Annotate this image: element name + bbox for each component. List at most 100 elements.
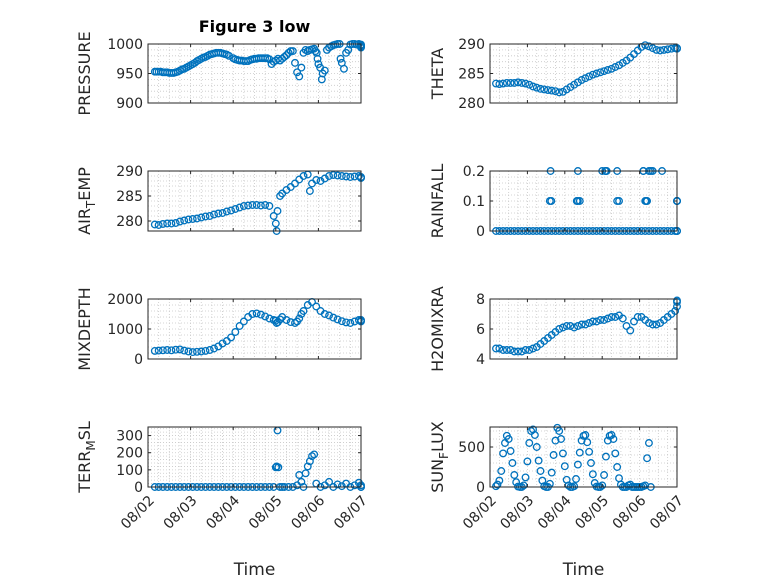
data-point	[641, 41, 650, 50]
data-point	[210, 210, 218, 219]
data-point	[549, 451, 558, 459]
data-point	[274, 463, 283, 472]
data-point	[312, 176, 321, 184]
panel-pressure: 900 950 1000 PRESSURE Figure 3 low	[75, 17, 365, 116]
y-axis-label: PRESSURE	[75, 31, 94, 115]
data-point	[611, 449, 620, 458]
data-point	[532, 83, 541, 92]
x-axis-label: Time	[562, 560, 605, 580]
axes-border	[147, 426, 362, 488]
data-point	[499, 346, 508, 354]
panel-h2omixra: 4 6 8 H2OMIXRA	[428, 286, 681, 372]
data-point	[588, 470, 597, 479]
data-point	[310, 450, 319, 459]
y-axis-label: THETA	[428, 48, 447, 100]
data-point	[193, 347, 201, 356]
data-point	[506, 78, 515, 87]
data-point	[643, 454, 652, 463]
y-axis-label: AIRTEMP	[75, 167, 98, 235]
data-point	[231, 328, 240, 336]
data-point	[517, 78, 526, 87]
data-point	[311, 47, 320, 56]
data-point	[603, 66, 612, 74]
data-point	[645, 42, 653, 51]
data-point	[495, 476, 504, 485]
data-point	[592, 69, 601, 78]
data-point	[510, 471, 519, 479]
y-tick-label: 285	[458, 67, 485, 83]
data-point	[239, 202, 248, 210]
data-point	[188, 348, 197, 357]
data-point	[536, 467, 545, 475]
x-tick-label: 08/02	[460, 493, 500, 533]
data-point	[502, 346, 511, 354]
x-tick-label: 08/07	[647, 493, 687, 533]
data-point	[293, 68, 302, 77]
data-point	[575, 448, 584, 457]
data-point	[333, 480, 342, 489]
data-point	[273, 207, 282, 215]
data-point	[618, 314, 627, 323]
data-point	[280, 53, 289, 61]
x-tick-label: 08/06	[288, 493, 328, 533]
x-tick-label: 08/02	[118, 493, 158, 533]
data-point	[269, 212, 278, 220]
data-point	[607, 431, 616, 439]
data-point	[600, 316, 609, 324]
data-point	[235, 203, 244, 212]
y-tick-label: 0.1	[463, 194, 485, 210]
data-point	[652, 320, 661, 329]
y-tick-label: 6	[476, 322, 485, 338]
data-point	[175, 217, 184, 226]
data-point	[329, 313, 338, 322]
y-tick-label: 2000	[107, 292, 143, 308]
data-point	[540, 85, 549, 94]
y-tick-label: 0.2	[463, 164, 485, 180]
data-point	[346, 173, 355, 181]
data-point	[562, 322, 571, 330]
y-axis-label: RAINFALL	[428, 164, 447, 239]
data-point	[325, 311, 333, 320]
data-point	[547, 86, 556, 95]
data-point	[214, 209, 223, 218]
data-point	[180, 346, 189, 355]
data-point	[184, 215, 193, 224]
y-tick-label: 280	[458, 96, 485, 112]
data-point	[167, 346, 176, 355]
data-point	[320, 174, 329, 183]
data-point	[342, 172, 351, 181]
data-point	[508, 459, 517, 467]
data-point	[570, 482, 579, 491]
data-point	[581, 320, 590, 329]
data-point	[570, 323, 579, 332]
data-point	[525, 439, 534, 447]
y-tick-label: 0	[476, 224, 485, 240]
data-point	[512, 478, 521, 487]
data-point	[499, 79, 508, 88]
data-point	[313, 54, 322, 63]
y-tick-label: 900	[116, 96, 143, 112]
data-point	[205, 346, 214, 354]
data-point	[284, 48, 293, 57]
panel-rainfall: 0 0.1 0.2 RAINFALL	[428, 164, 681, 240]
data-point	[308, 452, 316, 461]
data-point	[596, 68, 605, 77]
data-point	[642, 197, 651, 205]
data-point	[607, 64, 616, 73]
data-point	[581, 74, 590, 83]
data-point	[521, 79, 530, 88]
data-point	[544, 86, 552, 94]
y-tick-label: 500	[458, 440, 485, 456]
data-point	[333, 171, 342, 180]
data-point	[154, 221, 163, 229]
axes-border	[147, 170, 362, 232]
data-point	[346, 319, 355, 327]
y-tick-label: 0	[476, 480, 485, 496]
data-point	[573, 460, 582, 469]
data-point	[506, 346, 515, 354]
data-point	[265, 202, 274, 210]
data-point	[529, 344, 537, 353]
data-point	[244, 201, 253, 210]
